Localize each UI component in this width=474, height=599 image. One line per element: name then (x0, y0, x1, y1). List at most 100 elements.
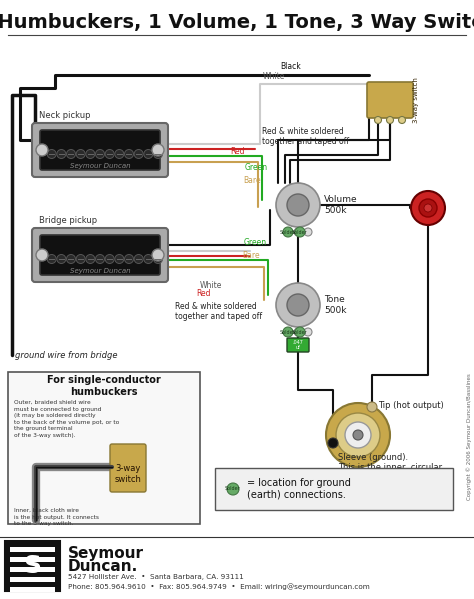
Text: Red & white soldered
together and taped off: Red & white soldered together and taped … (262, 127, 349, 146)
Bar (10, 557, 55, 562)
Circle shape (76, 150, 85, 159)
Text: Sleeve (ground).
This is the inner, circular
portion of the jack: Sleeve (ground). This is the inner, circ… (338, 453, 442, 483)
Circle shape (276, 283, 320, 327)
Text: Inner, black cloth wire
is the hot output. It connects
to the 3-way switch.: Inner, black cloth wire is the hot outpu… (14, 508, 99, 526)
Circle shape (115, 150, 124, 159)
Text: Red: Red (230, 147, 245, 156)
Text: Solder: Solder (280, 229, 296, 234)
Text: 2 Humbuckers, 1 Volume, 1 Tone, 3 Way Switch: 2 Humbuckers, 1 Volume, 1 Tone, 3 Way Sw… (0, 13, 474, 32)
Text: For single-conductor
humbuckers: For single-conductor humbuckers (47, 375, 161, 397)
Circle shape (144, 150, 153, 159)
Text: Red & white soldered
together and taped off: Red & white soldered together and taped … (175, 302, 262, 322)
FancyBboxPatch shape (110, 444, 146, 492)
FancyBboxPatch shape (32, 228, 168, 282)
Circle shape (304, 328, 312, 336)
Text: 5427 Hollister Ave.  •  Santa Barbara, CA. 93111: 5427 Hollister Ave. • Santa Barbara, CA.… (68, 574, 244, 580)
Circle shape (419, 199, 437, 217)
Circle shape (276, 183, 320, 227)
Circle shape (283, 327, 293, 337)
Circle shape (284, 228, 292, 236)
Circle shape (287, 194, 309, 216)
Circle shape (125, 255, 134, 264)
Circle shape (95, 150, 104, 159)
Text: 3-way switch: 3-way switch (413, 77, 419, 123)
Circle shape (144, 255, 153, 264)
Text: Tone
500k: Tone 500k (324, 295, 346, 314)
FancyBboxPatch shape (8, 372, 200, 524)
Circle shape (152, 249, 164, 261)
Text: Seymour: Seymour (68, 546, 144, 561)
Text: Solder: Solder (292, 329, 308, 334)
Circle shape (57, 150, 66, 159)
Text: OUTPUT JACK: OUTPUT JACK (326, 475, 410, 485)
Circle shape (66, 255, 75, 264)
Circle shape (134, 150, 143, 159)
Text: Outer, braided shield wire
must be connected to ground
(it may be soldered direc: Outer, braided shield wire must be conne… (14, 400, 119, 438)
Circle shape (374, 116, 382, 123)
Circle shape (336, 413, 380, 457)
FancyBboxPatch shape (215, 468, 453, 510)
Bar (10, 587, 55, 592)
Text: Tip (hot output): Tip (hot output) (378, 401, 444, 410)
Text: Seymour Duncan: Seymour Duncan (70, 268, 130, 274)
Text: Solder: Solder (225, 486, 241, 492)
Circle shape (295, 227, 305, 237)
Circle shape (283, 227, 293, 237)
FancyBboxPatch shape (367, 82, 413, 118)
Text: White: White (200, 281, 222, 290)
Text: Duncan.: Duncan. (68, 559, 138, 574)
Text: Volume
500k: Volume 500k (324, 195, 357, 214)
Circle shape (86, 255, 95, 264)
Circle shape (86, 150, 95, 159)
Circle shape (345, 422, 371, 448)
Circle shape (328, 438, 338, 448)
Circle shape (105, 255, 114, 264)
Text: Green: Green (244, 238, 267, 247)
Circle shape (424, 204, 432, 212)
Text: Solder: Solder (280, 329, 296, 334)
Circle shape (152, 144, 164, 156)
Circle shape (125, 150, 134, 159)
Circle shape (353, 430, 363, 440)
Text: Bare: Bare (243, 176, 261, 185)
FancyBboxPatch shape (40, 235, 160, 275)
Circle shape (115, 255, 124, 264)
Text: Seymour Duncan: Seymour Duncan (70, 163, 130, 169)
Circle shape (294, 228, 302, 236)
FancyBboxPatch shape (287, 338, 309, 352)
Circle shape (95, 255, 104, 264)
Circle shape (287, 294, 309, 316)
Circle shape (154, 255, 163, 264)
Circle shape (304, 228, 312, 236)
Bar (5, 541, 60, 591)
Circle shape (367, 402, 377, 412)
Bar (10, 567, 55, 572)
Text: White: White (263, 72, 285, 81)
Text: Red: Red (196, 289, 210, 298)
Text: ground wire from bridge: ground wire from bridge (15, 351, 118, 360)
Circle shape (47, 150, 56, 159)
FancyBboxPatch shape (32, 123, 168, 177)
FancyBboxPatch shape (40, 130, 160, 170)
Circle shape (66, 150, 75, 159)
Circle shape (57, 255, 66, 264)
Bar (10, 547, 55, 552)
Circle shape (295, 327, 305, 337)
Text: .047
uf: .047 uf (292, 340, 303, 350)
Circle shape (105, 150, 114, 159)
Circle shape (47, 255, 56, 264)
Text: Copyright © 2006 Seymour Duncan/Basslines: Copyright © 2006 Seymour Duncan/Bassline… (466, 373, 472, 500)
Circle shape (154, 150, 163, 159)
Circle shape (227, 483, 239, 495)
Text: Bare: Bare (242, 251, 260, 260)
Bar (10, 577, 55, 582)
Text: Black: Black (280, 62, 301, 71)
Text: Phone: 805.964.9610  •  Fax: 805.964.9749  •  Email: wiring@seymourduncan.com: Phone: 805.964.9610 • Fax: 805.964.9749 … (68, 583, 370, 590)
Circle shape (36, 249, 48, 261)
Text: Green: Green (245, 163, 268, 172)
Circle shape (326, 403, 390, 467)
Circle shape (399, 116, 405, 123)
Circle shape (134, 255, 143, 264)
Text: 3-way
switch: 3-way switch (115, 464, 141, 484)
Circle shape (36, 144, 48, 156)
